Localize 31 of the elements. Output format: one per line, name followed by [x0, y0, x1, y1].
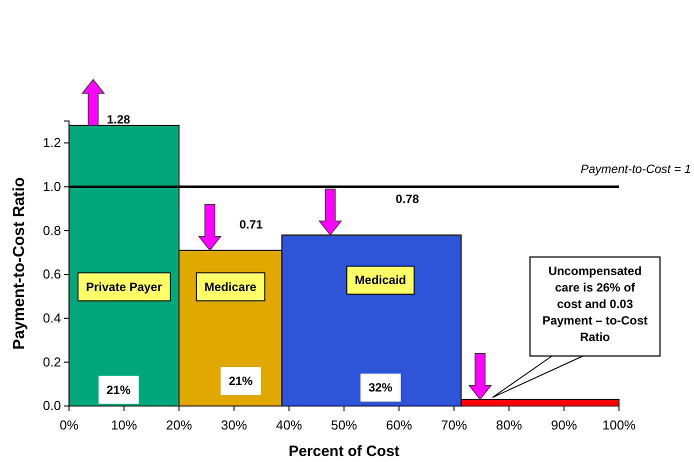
annotation: Medicaid [354, 273, 406, 288]
x-tick-label: 50% [330, 418, 358, 433]
y-tick-label: 0.2 [42, 354, 61, 370]
x-tick-label: 10% [110, 418, 138, 433]
y-tick-label: 0.0 [42, 398, 61, 414]
data-label: 0.78 [396, 192, 420, 206]
data-label: 1.28 [106, 112, 130, 126]
x-tick-label: 60% [386, 418, 412, 433]
annotation: 21% [106, 382, 131, 397]
annotation: Medicare [204, 280, 257, 294]
y-tick-label: 0.6 [42, 266, 61, 282]
x-tick-label: 40% [276, 418, 302, 433]
y-axis-title: Payment-to-Cost Ratio [11, 177, 28, 350]
annotation: 32% [368, 380, 393, 395]
y-tick-label: 0.4 [42, 310, 61, 326]
x-tick-label: 70% [440, 418, 468, 433]
ref-line-label: Payment-to-Cost = 1 [580, 162, 691, 176]
data-label: 0.71 [239, 217, 263, 232]
annotation: Uncompensated care is 26% of cost and 0.03 Payment – to-Cost Ratio [542, 264, 648, 344]
x-tick-label: 0% [60, 418, 79, 433]
x-tick-label: 80% [496, 418, 522, 433]
x-tick-label: 100% [602, 418, 636, 433]
y-tick-label: 1.0 [42, 178, 61, 194]
annotation: Private Payer [86, 280, 162, 294]
x-tick-label: 20% [166, 418, 192, 433]
x-axis-title: Percent of Cost [288, 443, 400, 460]
x-tick-label: 90% [550, 418, 578, 433]
y-tick-label: 0.8 [42, 222, 61, 238]
y-tick-label: 1.2 [42, 135, 61, 150]
annotation: 21% [228, 374, 254, 388]
x-tick-label: 30% [220, 418, 248, 433]
